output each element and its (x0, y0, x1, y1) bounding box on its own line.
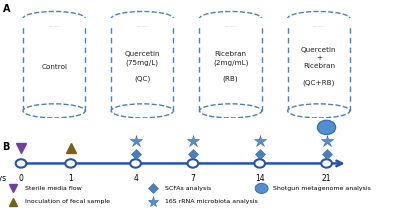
Circle shape (65, 159, 76, 168)
Text: 21: 21 (322, 174, 331, 183)
Text: Sterile media flow: Sterile media flow (25, 186, 81, 191)
Bar (21, 18, 87, 26)
Ellipse shape (200, 11, 262, 25)
Bar (23, 18, 85, 111)
Bar (286, 18, 352, 26)
Text: Control: Control (41, 64, 67, 69)
Text: 1: 1 (68, 174, 73, 183)
Ellipse shape (111, 11, 173, 25)
Circle shape (130, 159, 141, 168)
Ellipse shape (288, 11, 350, 25)
Ellipse shape (23, 11, 85, 25)
Ellipse shape (111, 104, 173, 118)
Bar (197, 18, 264, 26)
Text: 0: 0 (18, 174, 23, 183)
Ellipse shape (23, 104, 85, 118)
Text: Inoculation of fecal sample: Inoculation of fecal sample (25, 199, 110, 204)
Bar (111, 18, 173, 111)
Text: Shotgun metagenome analysis: Shotgun metagenome analysis (273, 186, 371, 191)
Bar (288, 18, 350, 111)
Text: 7: 7 (190, 174, 195, 183)
Circle shape (188, 159, 198, 168)
Text: Days: Days (0, 174, 6, 183)
Text: 4: 4 (133, 174, 138, 183)
Circle shape (254, 159, 265, 168)
Text: B: B (2, 142, 9, 152)
Circle shape (321, 159, 332, 168)
Text: 16S rRNA microbiota analysis: 16S rRNA microbiota analysis (165, 199, 258, 204)
Text: A: A (3, 4, 11, 14)
Text: Quercetin
+
Ricebran

(QC+RB): Quercetin + Ricebran (QC+RB) (301, 47, 336, 86)
Ellipse shape (288, 104, 350, 118)
Circle shape (255, 183, 268, 193)
Bar (200, 18, 261, 111)
Text: SCFAs analysis: SCFAs analysis (165, 186, 211, 191)
Ellipse shape (200, 104, 262, 118)
Text: Ricebran
(2mg/mL)

(RB): Ricebran (2mg/mL) (RB) (213, 51, 248, 82)
Text: Quercetin
(75mg/L)

(QC): Quercetin (75mg/L) (QC) (125, 51, 160, 82)
Text: 14: 14 (255, 174, 265, 183)
Circle shape (317, 120, 336, 135)
Circle shape (16, 159, 26, 168)
Bar (109, 18, 176, 26)
